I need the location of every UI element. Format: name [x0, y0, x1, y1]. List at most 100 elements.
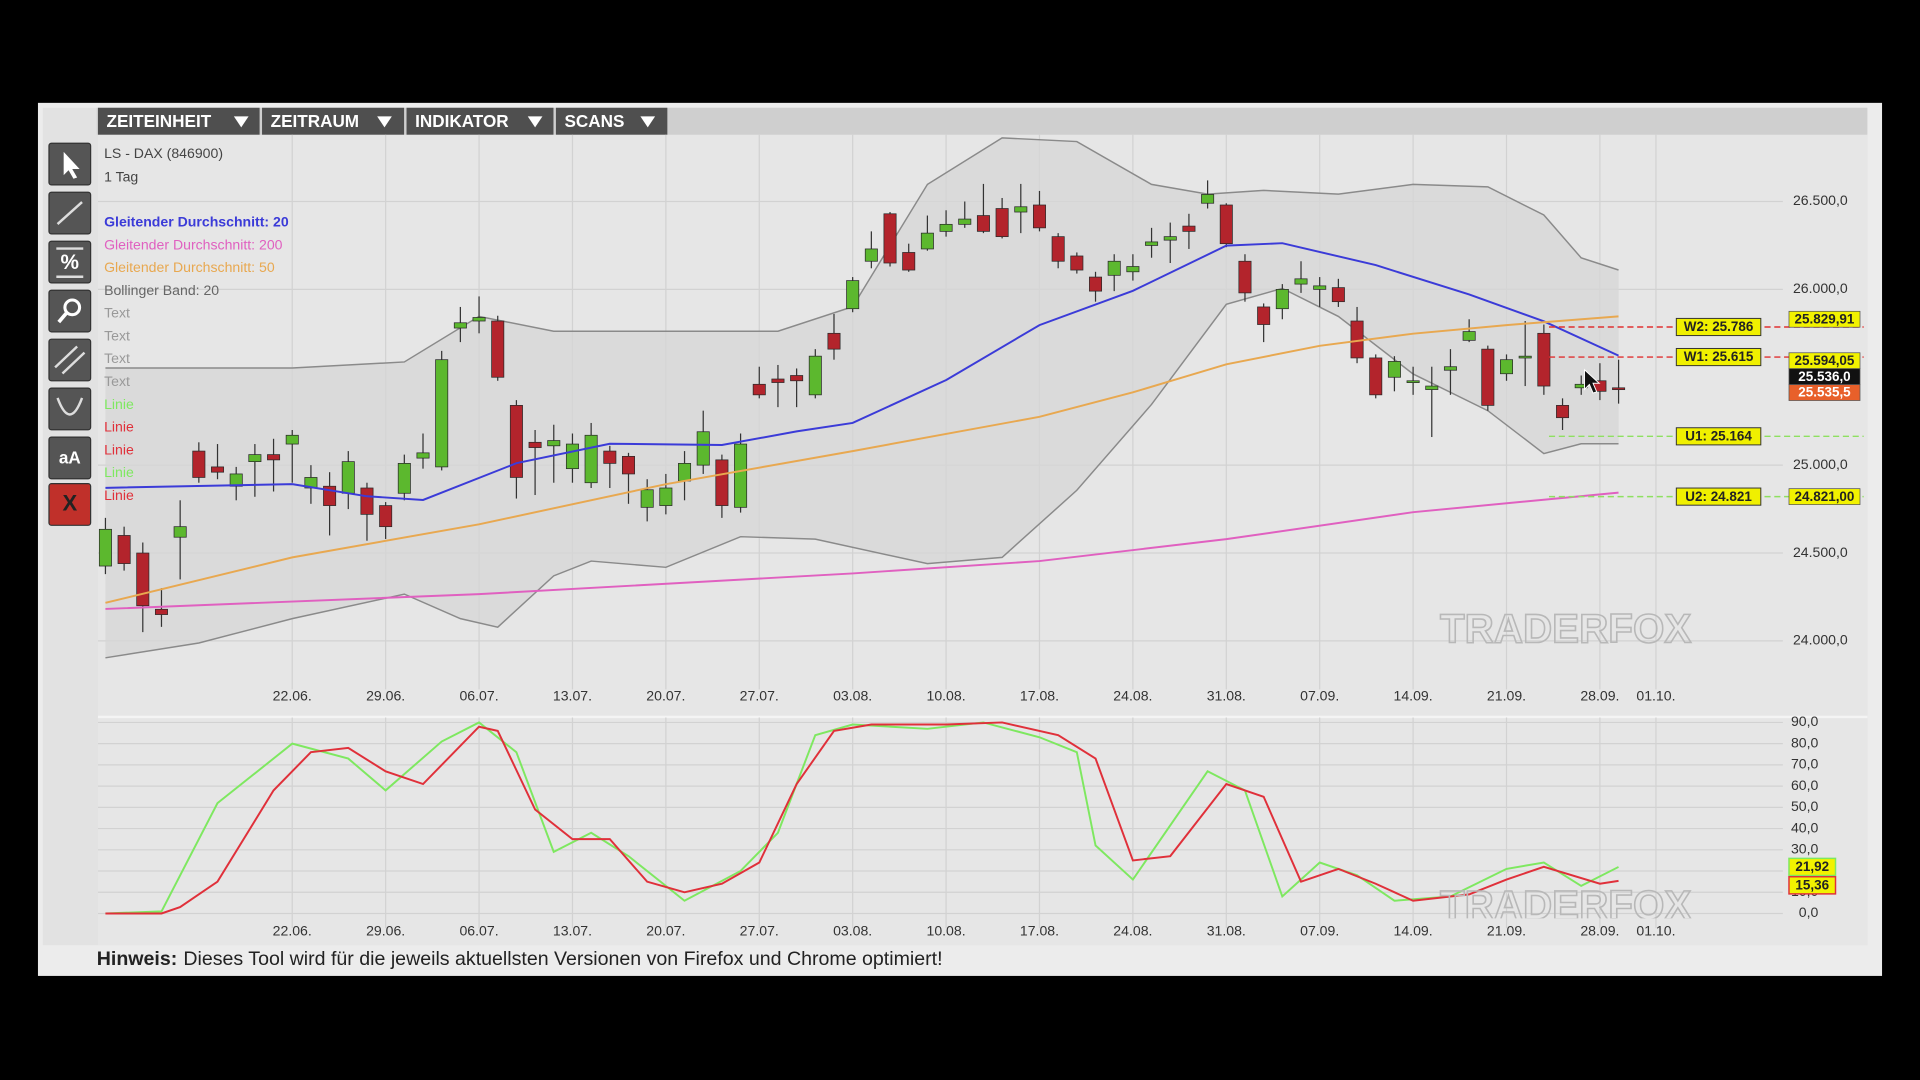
moving-average	[105, 242, 1619, 501]
candle-body	[808, 355, 822, 396]
candle-body	[976, 215, 990, 232]
candle-body	[547, 440, 561, 447]
candle-body	[771, 378, 785, 383]
candle-body	[379, 505, 393, 528]
moving-average	[105, 491, 1619, 610]
menu: ZEITEINHEIT ZEITRAUM INDIKATOR SCANS	[97, 107, 668, 135]
candle-body	[1425, 385, 1439, 390]
candle-body	[603, 450, 617, 464]
y-tick-label: 70,0	[1791, 756, 1819, 772]
price-tag	[1788, 384, 1861, 401]
price-tag	[1788, 310, 1861, 328]
candle-body	[1275, 289, 1289, 310]
tool-zoom[interactable]	[48, 289, 92, 333]
candle-body	[285, 434, 299, 445]
tool-text[interactable]	[48, 436, 92, 480]
menu-label[interactable]: ZEITRAUM	[271, 111, 359, 131]
x-tick-label: 29.06.	[366, 923, 405, 939]
x-tick-label: 20.07.	[646, 923, 685, 939]
x-tick-label: 03.08.	[833, 923, 872, 939]
y-tick-label: 24.000,0	[1793, 632, 1848, 648]
candle-body	[1014, 206, 1028, 213]
menu-button[interactable]	[406, 107, 554, 135]
candle-body	[397, 463, 411, 494]
price-tag-label: 25.829,91	[1795, 311, 1855, 326]
candle-body	[1032, 204, 1046, 229]
level-box	[1675, 317, 1762, 337]
tool-icon	[57, 312, 68, 324]
candle-body	[790, 375, 804, 382]
menu-button[interactable]	[262, 107, 405, 135]
x-tick-label: 10.08.	[926, 687, 965, 703]
candle-body	[509, 405, 523, 478]
watermark: TRADERFOX	[1440, 882, 1691, 928]
candle-body	[528, 441, 542, 448]
candle-body	[1518, 355, 1532, 359]
candle-body	[678, 463, 692, 482]
x-tick-label: 21.09.	[1487, 687, 1526, 703]
y-tick-label: 25.000,0	[1793, 456, 1848, 472]
moving-average	[105, 315, 1619, 604]
tool-parallel[interactable]	[48, 338, 92, 382]
candle-body	[622, 455, 635, 475]
tool-icon	[54, 345, 78, 369]
legend-entry: Gleitender Durchschnitt: 50	[104, 259, 275, 275]
footer-note: Hinweis: Dieses Tool wird für die jeweils…	[97, 948, 943, 970]
y-tick-label: 40,0	[1791, 819, 1819, 835]
menu-label[interactable]: ZEITEINHEIT	[107, 111, 212, 131]
candle-body	[734, 443, 748, 508]
x-tick-label: 31.08.	[1207, 923, 1246, 939]
x-tick-label: 17.08.	[1020, 923, 1059, 939]
x-tick-label: 10.08.	[926, 923, 965, 939]
tool-curve[interactable]	[48, 387, 92, 431]
level-label: U2: 24.821	[1685, 489, 1752, 504]
candle-body	[453, 322, 467, 329]
dropdown-arrow[interactable]	[233, 116, 249, 128]
legend-entry: Text	[104, 373, 130, 389]
legend-entry: Text	[104, 305, 130, 321]
x-tick-label: 14.09.	[1394, 687, 1433, 703]
watermark: TRADERFOX	[1440, 606, 1691, 652]
candle-body	[211, 466, 225, 473]
candle-body	[1219, 204, 1233, 245]
legend-entry: Bollinger Band: 20	[104, 282, 219, 298]
level-box	[1675, 347, 1762, 367]
footer-bold: Hinweis:	[97, 948, 178, 970]
y-tick-label: 90,0	[1791, 713, 1819, 729]
x-tick-label: 20.07.	[646, 687, 685, 703]
tool-label: X	[62, 490, 77, 515]
value-tag	[1788, 876, 1837, 895]
candle-body	[1238, 260, 1252, 294]
tool-percent[interactable]	[48, 240, 92, 284]
level-label: W2: 25.786	[1684, 319, 1754, 334]
x-tick-label: 21.09.	[1487, 923, 1526, 939]
price-tag-label: 24.821,00	[1795, 489, 1855, 504]
dropdown-arrow[interactable]	[527, 116, 543, 128]
y-tick-label: 26.000,0	[1793, 280, 1848, 296]
candle-body	[1145, 241, 1159, 246]
dropdown-arrow[interactable]	[640, 116, 656, 128]
candle-body	[883, 213, 897, 264]
menu-label[interactable]: SCANS	[564, 111, 624, 131]
level-label: U1: 25.164	[1685, 428, 1752, 443]
x-tick-label: 28.09.	[1580, 687, 1619, 703]
candle-body	[267, 454, 281, 461]
x-tick-label: 24.08.	[1113, 923, 1152, 939]
value-tag	[1788, 857, 1837, 877]
x-tick-label: 07.09.	[1300, 923, 1339, 939]
candle-body	[752, 383, 766, 396]
y-tick-label: 60,0	[1791, 777, 1819, 793]
x-tick-label: 13.07.	[553, 923, 592, 939]
tool-delete[interactable]	[48, 483, 92, 526]
candle-body	[192, 450, 206, 478]
dropdown-arrow[interactable]	[377, 116, 392, 128]
candle-body	[1201, 194, 1215, 204]
menu-label[interactable]: INDIKATOR	[415, 111, 509, 131]
menu-button[interactable]	[97, 107, 260, 135]
candle-body	[1294, 278, 1308, 285]
level-box	[1675, 427, 1762, 446]
x-tick-label: 31.08.	[1207, 687, 1246, 703]
candle-body	[1481, 348, 1495, 406]
